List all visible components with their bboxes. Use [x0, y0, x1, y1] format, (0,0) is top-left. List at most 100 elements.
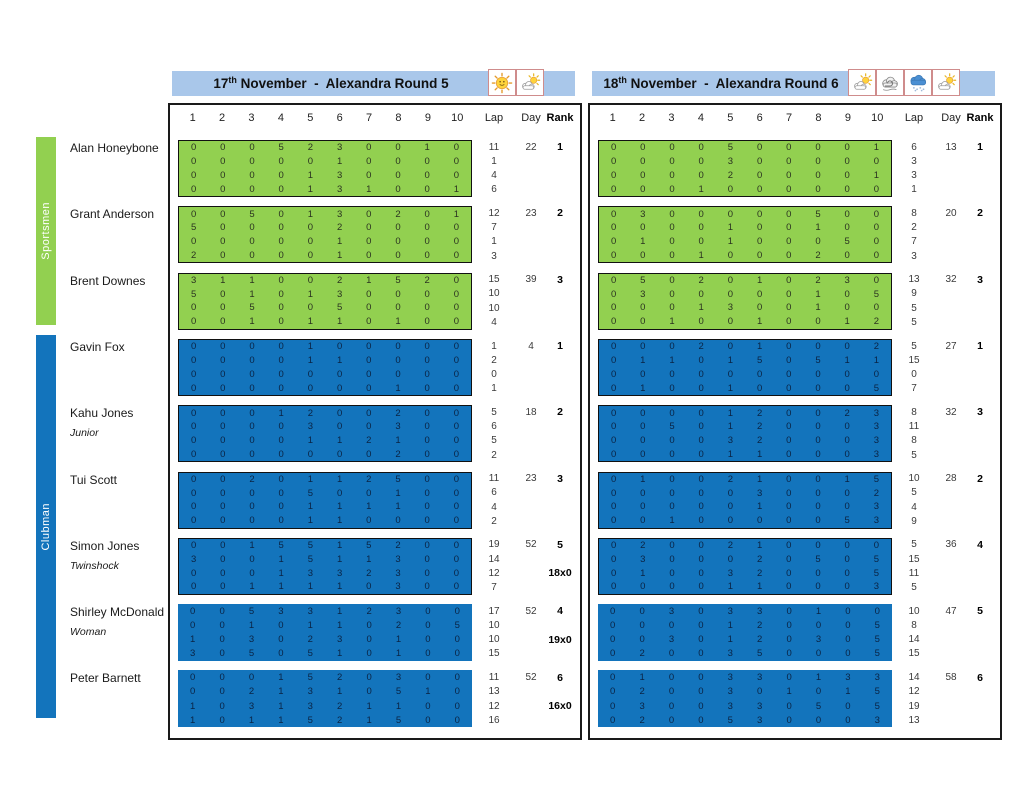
score-cell: 0 — [815, 487, 821, 499]
day-total: 27 — [945, 340, 957, 352]
score-cell: 5 — [727, 714, 733, 726]
score-cell: 0 — [815, 236, 821, 248]
score-cell: 0 — [220, 581, 226, 593]
score-cell: 0 — [424, 501, 430, 513]
score-cell: 0 — [844, 341, 850, 353]
score-cell: 0 — [366, 208, 372, 220]
score-cell: 0 — [278, 368, 284, 380]
score-cell: 0 — [786, 183, 792, 195]
score-cell: 0 — [640, 448, 646, 460]
category-label: Clubman — [40, 502, 52, 551]
score-cell: 0 — [366, 421, 372, 433]
score-cell: 0 — [698, 448, 704, 460]
section-header: 3 — [248, 112, 255, 124]
score-cell: 0 — [756, 515, 763, 527]
score-cell: 0 — [424, 382, 430, 394]
lap-total: 12 — [488, 207, 500, 219]
score-cell: 3 — [873, 581, 880, 593]
lap-total: 2 — [491, 449, 497, 461]
score-cell: 1 — [336, 316, 343, 328]
score-cell: 1 — [336, 540, 343, 552]
score-cell: 0 — [815, 567, 821, 579]
score-cell: 5 — [874, 686, 880, 698]
score-cell: 5 — [454, 619, 460, 631]
lap-totals: 15 10 10 4 — [476, 273, 512, 330]
score-cell: 0 — [454, 686, 460, 698]
score-cell: 0 — [425, 634, 431, 646]
lap-total: 2 — [491, 515, 497, 527]
score-cell: 3 — [307, 700, 313, 712]
rank-value: 2 — [557, 207, 563, 220]
score-cell: 3 — [727, 156, 734, 168]
lap-total: 3 — [911, 155, 917, 167]
rank-value: 1 — [977, 141, 983, 154]
lap-total: 5 — [911, 539, 917, 551]
rider-name: Gavin Fox — [70, 339, 125, 354]
score-cell: 0 — [307, 156, 314, 168]
score-cell: 1 — [669, 515, 675, 527]
score-cell: 0 — [698, 540, 704, 552]
score-cell: 0 — [786, 648, 792, 660]
score-cell: 0 — [249, 553, 255, 565]
lap-totals: 8 2 7 3 — [896, 206, 932, 263]
score-cell: 1 — [640, 567, 646, 579]
score-cell: 2 — [727, 473, 734, 485]
partly-cloudy-icon — [848, 69, 876, 96]
score-cell: 3 — [307, 567, 314, 579]
score-cell: 0 — [610, 156, 617, 168]
score-cell: 0 — [190, 183, 197, 195]
score-cell: 1 — [815, 672, 822, 684]
score-cell: 0 — [844, 382, 850, 394]
score-cell: 0 — [610, 249, 617, 261]
score-cell: 0 — [727, 487, 734, 499]
score-cell: 0 — [640, 142, 646, 154]
score-cell: 0 — [220, 222, 226, 234]
lap-total: 14 — [488, 553, 500, 565]
round-table-1: 1 2 3 4 5 6 7 8 9 10 Lap Day Rank 0 0 0 5 2 3 0 0 1 0 0 0 0 0 0 1 0 0 0… — [168, 103, 582, 740]
score-cell: 1 — [307, 169, 314, 181]
lap-total: 17 — [488, 605, 500, 617]
section-header: 7 — [366, 112, 373, 124]
score-cell: 0 — [815, 714, 822, 726]
banner-day-number: 18 — [603, 76, 619, 91]
score-cell: 0 — [278, 169, 284, 181]
score-cell: 0 — [756, 236, 763, 248]
score-cell: 0 — [698, 355, 704, 367]
score-cell: 0 — [219, 619, 225, 631]
score-cell: 0 — [366, 302, 372, 314]
score-cell: 0 — [453, 567, 460, 579]
score-cell: 0 — [873, 222, 880, 234]
score-cell: 1 — [307, 581, 314, 593]
score-cell: 0 — [190, 605, 196, 617]
score-cell: 3 — [395, 672, 402, 684]
score-cell: 0 — [815, 448, 821, 460]
score-cell: 0 — [366, 382, 372, 394]
score-cell: 0 — [190, 368, 197, 380]
score-cell: 5 — [248, 605, 255, 617]
score-cell: 3 — [874, 714, 880, 726]
score-cell: 0 — [640, 302, 646, 314]
score-cell: 3 — [640, 288, 646, 300]
score-cell: 0 — [424, 407, 430, 419]
score-cell: 1 — [395, 501, 401, 513]
score-cell: 0 — [424, 448, 430, 460]
score-cell: 0 — [844, 435, 850, 447]
day-total: 4 — [528, 340, 534, 352]
score-cell: 0 — [669, 382, 675, 394]
score-cell: 0 — [786, 288, 792, 300]
score-cell: 1 — [756, 473, 763, 485]
score-cell: 3 — [395, 553, 401, 565]
score-cell: 0 — [815, 407, 821, 419]
score-cell: 0 — [698, 288, 704, 300]
score-cell: 1 — [307, 515, 314, 527]
score-cell: 0 — [639, 605, 645, 617]
score-cell: 0 — [454, 700, 460, 712]
score-cell: 3 — [727, 672, 733, 684]
score-cell: 0 — [786, 208, 792, 220]
score-cell: 1 — [366, 501, 372, 513]
score-cell: 5 — [815, 700, 822, 712]
score-cell: 1 — [278, 686, 284, 698]
score-cell: 0 — [640, 183, 646, 195]
section-header: 1 — [189, 112, 196, 124]
